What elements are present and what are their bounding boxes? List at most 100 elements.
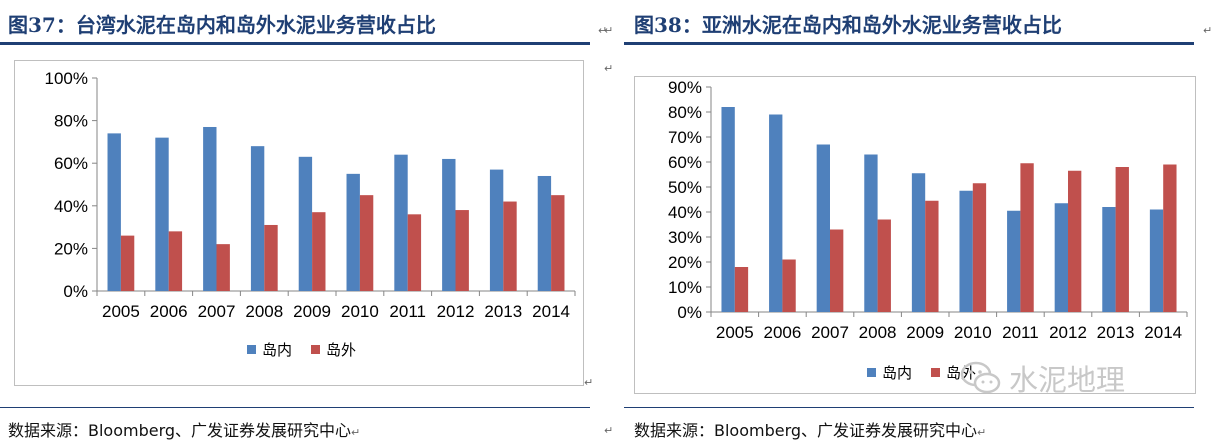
x-tick-label: 2005 [716,323,754,342]
paragraph-mark: ↵ [1203,24,1211,37]
watermark: 水泥地理 [959,354,1173,402]
x-tick-label: 2014 [532,302,570,321]
x-tick-label: 2009 [293,302,331,321]
legend-swatch [867,368,876,377]
bar-domestic [1054,203,1068,312]
bar-overseas [455,210,469,291]
y-tick-label: 60% [668,153,702,172]
paragraph-mark: ↵ [604,62,614,75]
y-tick-label: 60% [54,154,88,173]
paragraph-mark: ↵ [584,376,594,389]
wechat-icon [960,361,1001,394]
x-tick-label: 2011 [1002,323,1039,342]
y-tick-label: 90% [668,78,702,97]
watermark-text: 水泥地理 [1009,363,1126,397]
paragraph-mark: ↵ [604,24,614,37]
y-tick-label: 30% [668,228,702,247]
bar-overseas [120,235,135,291]
paragraph-mark: ↵ [351,426,361,439]
chart-38-svg: 0% 10% 20% 30% 40% 50% 60% 70% 80% 90% 2005 2006 200… [668,78,1188,382]
bar-domestic [346,173,360,291]
bar-overseas [830,229,844,312]
bar-domestic [1149,209,1164,312]
figure-37-source: 数据来源：Bloomberg、广发证券发展研究中心↵ [8,417,360,441]
y-tick-label: 10% [668,278,702,297]
source-text: 数据来源：Bloomberg、广发证券发展研究中心 [8,421,352,440]
bar-overseas [1115,167,1129,312]
bar-domestic [1007,210,1021,312]
bar-domestic [911,173,926,312]
bar-overseas [782,259,796,312]
source-text: 数据来源：Bloomberg、广发证券发展研究中心 [634,421,978,440]
y-tick-label: 50% [668,178,702,197]
bar-domestic [864,154,878,312]
y-tick-label: 40% [54,197,88,216]
paragraph-mark: ↵ [977,426,987,439]
x-tick-label: 2014 [1144,323,1182,342]
x-tick-label: 2012 [1049,323,1087,342]
bar-domestic [489,169,504,291]
bar-domestic [298,156,313,291]
legend-label: 岛内 [262,341,292,359]
y-tick-label: 100% [45,69,88,88]
title-divider [0,42,590,45]
bar-domestic [816,144,830,312]
bar-overseas [734,267,749,312]
chart-38-frame: 0% 10% 20% 30% 40% 50% 60% 70% 80% 90% 2005 2006 200… [634,76,1196,394]
y-tick-label: 80% [54,112,88,131]
figure-38-panel: 图38：亚洲水泥在岛内和岛外水泥业务营收占比 ↵ ↵ ↵ 0% 10% 20% 30%… [604,0,1211,446]
bar-overseas [877,219,891,312]
bar-overseas [264,224,278,291]
bar-domestic [959,190,973,312]
x-tick-label: 2010 [954,323,992,342]
bar-overseas [407,214,422,291]
y-tick-label: 0% [677,303,702,322]
bar-overseas [925,200,939,312]
x-tick-label: 2013 [1097,323,1135,342]
x-tick-label: 2005 [102,302,140,321]
legend-label: 岛内 [882,364,912,382]
bar-overseas [1068,170,1082,312]
paragraph-mark: ↵ [598,24,608,37]
figure-37-title: 图37：台湾水泥在岛内和岛外水泥业务营收占比 [8,13,436,37]
x-tick-label: 2012 [437,302,475,321]
y-tick-label: 80% [668,103,702,122]
chart-37-frame: 0% 20% 40% 60% 80% 100% 2005 2006 2007 2008 2009 20… [14,60,584,386]
bar-overseas [972,183,987,312]
source-divider [624,407,1194,408]
y-tick-label: 40% [668,203,702,222]
bar-domestic [769,114,783,312]
y-tick-label: 20% [668,253,702,272]
legend-swatch [931,368,940,377]
x-tick-label: 2013 [484,302,522,321]
bar-domestic [1102,207,1116,312]
bar-domestic [721,107,735,312]
x-tick-label: 2006 [763,323,801,342]
legend-swatch [311,345,320,354]
x-tick-label: 2010 [341,302,379,321]
bar-overseas [503,201,517,291]
bar-overseas [1020,163,1034,312]
bar-overseas [1163,164,1177,312]
bar-overseas [551,195,565,291]
bar-overseas [168,231,183,291]
x-tick-label: 2006 [150,302,188,321]
source-divider [0,407,590,408]
legend-label: 岛外 [326,341,356,359]
bar-domestic [155,137,169,291]
x-tick-label: 2008 [245,302,283,321]
bar-domestic [537,175,552,291]
bar-domestic [107,133,121,291]
y-tick-label: 70% [668,128,702,147]
y-tick-label: 0% [63,282,88,301]
figure-37-panel: 图37：台湾水泥在岛内和岛外水泥业务营收占比 ↵ 0% 20% 40% 60% 80% 1… [0,0,607,446]
bar-domestic [250,146,265,291]
bar-domestic [394,154,408,291]
bar-domestic [442,158,456,291]
x-tick-label: 2007 [198,302,236,321]
x-tick-label: 2009 [906,323,944,342]
bar-overseas [359,195,374,291]
x-tick-label: 2008 [859,323,897,342]
paragraph-mark: ↵ [604,424,614,437]
chart-37-svg: 0% 20% 40% 60% 80% 100% 2005 2006 2007 2008 2009 20… [45,69,576,359]
